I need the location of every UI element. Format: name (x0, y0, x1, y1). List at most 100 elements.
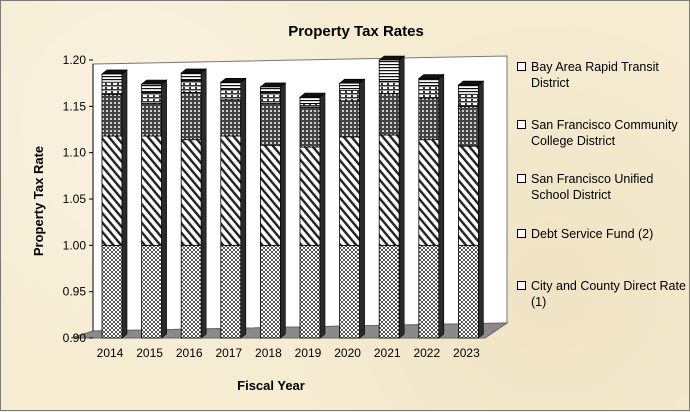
bar-segment (141, 92, 163, 104)
bar-segment (101, 135, 123, 246)
bar-segment (259, 103, 281, 146)
legend-swatch (517, 120, 526, 129)
bar-segment (418, 244, 440, 339)
bar-stack (378, 55, 406, 339)
bar-side-face (240, 77, 247, 339)
bar-segment (378, 92, 400, 136)
bar-stack (259, 82, 287, 339)
y-tick-label: 1.10 (63, 146, 87, 160)
chart-title: Property Tax Rates (288, 23, 424, 40)
bar-segment (299, 106, 321, 148)
bar-stack (299, 92, 326, 339)
bar-side-face (121, 69, 128, 339)
bar-top-face (101, 69, 128, 75)
bar-stack (180, 68, 208, 339)
legend-swatch (517, 281, 526, 290)
bar-stack (338, 78, 366, 339)
bar-segment (378, 244, 400, 339)
bar-segment (339, 244, 361, 339)
legend-item: San Francisco Community College District (517, 117, 687, 149)
y-axis-title: Property Tax Rate (31, 146, 46, 256)
bar-stack (101, 69, 128, 339)
bar-segment (457, 244, 479, 339)
x-tick-label: 2016 (176, 346, 203, 360)
bar-segment (339, 90, 361, 102)
bar-side-face (319, 92, 326, 339)
bar-top-face (417, 74, 445, 79)
bar-segment (418, 78, 440, 87)
bar-segment (141, 103, 163, 137)
x-tick-label: 2022 (413, 346, 440, 360)
bar-segment (457, 105, 479, 147)
legend-label: San Francisco Community College District (531, 118, 678, 148)
bar-segment (220, 244, 242, 339)
legend-swatch (517, 62, 526, 71)
bar-stack (457, 80, 485, 339)
x-axis: 2014 2015 2016 2017 2018 2019 2020 2021 2022 2023 (97, 346, 480, 360)
legend-item: City and County Direct Rate (1) (517, 278, 687, 310)
legend-label: San Francisco Unified School District (531, 172, 654, 202)
bar-segment (299, 103, 321, 108)
bar-top-face (457, 80, 485, 86)
bar-segment (101, 73, 123, 83)
bar-top-face (140, 79, 168, 85)
y-tick-label: 1.20 (63, 53, 87, 67)
bar-side-face (161, 79, 167, 339)
x-tick-label: 2020 (334, 346, 361, 360)
x-tick-label: 2015 (136, 346, 163, 360)
bar-side-face (200, 68, 207, 339)
bar-segment (180, 139, 202, 246)
bar-segment (101, 244, 123, 339)
bar-segment (378, 80, 400, 94)
legend-item: San Francisco Unified School District (517, 171, 687, 203)
x-tick-label: 2023 (453, 346, 480, 360)
bar-segment (339, 82, 361, 91)
legend-label: City and County Direct Rate (1) (531, 279, 686, 309)
x-tick-label: 2017 (215, 346, 242, 360)
bar-segment (457, 145, 479, 246)
y-tick-label: 1.15 (63, 99, 87, 113)
x-tick-label: 2014 (97, 346, 124, 360)
bar-top-face (299, 92, 326, 98)
bar-side-face (478, 80, 484, 339)
bar-segment (101, 93, 123, 137)
legend-swatch (517, 174, 526, 183)
bar-stack (140, 79, 168, 339)
bar-top-face (378, 55, 406, 61)
bar-segment (141, 83, 163, 93)
y-axis: 0.90 0.95 1.00 1.05 1.10 1.15 1.20 (63, 53, 93, 345)
legend-item: Bay Area Rapid Transit District (517, 59, 687, 91)
bar-top-face (180, 68, 208, 74)
bar-segment (259, 244, 281, 339)
bar-segment (378, 134, 400, 246)
bar-segment (180, 79, 202, 93)
bar-segment (339, 136, 361, 246)
bar-segment (259, 144, 281, 246)
bar-segment (220, 81, 242, 91)
bar-side-face (398, 55, 405, 339)
bar-side-face (280, 82, 286, 339)
bar-side-face (359, 78, 365, 339)
bar-segment (180, 72, 202, 81)
x-tick-label: 2021 (374, 346, 401, 360)
y-tick-label: 1.00 (63, 238, 87, 252)
bars-group (101, 55, 485, 339)
bar-top-face (338, 78, 366, 84)
bar-top-face (259, 82, 287, 88)
bar-segment (378, 59, 400, 82)
bar-segment (339, 100, 361, 138)
bar-segment (299, 146, 321, 246)
bar-segment (259, 86, 281, 93)
legend-item: Debt Service Fund (2) (517, 226, 687, 242)
bar-segment (220, 99, 242, 137)
bar-top-face (219, 77, 247, 83)
bar-segment (141, 244, 163, 339)
y-tick-label: 1.05 (63, 192, 87, 206)
bar-segment (418, 85, 440, 99)
bar-segment (101, 81, 123, 95)
x-tick-label: 2019 (295, 346, 322, 360)
bar-stack (417, 73, 445, 339)
legend-label: Debt Service Fund (2) (531, 227, 654, 241)
